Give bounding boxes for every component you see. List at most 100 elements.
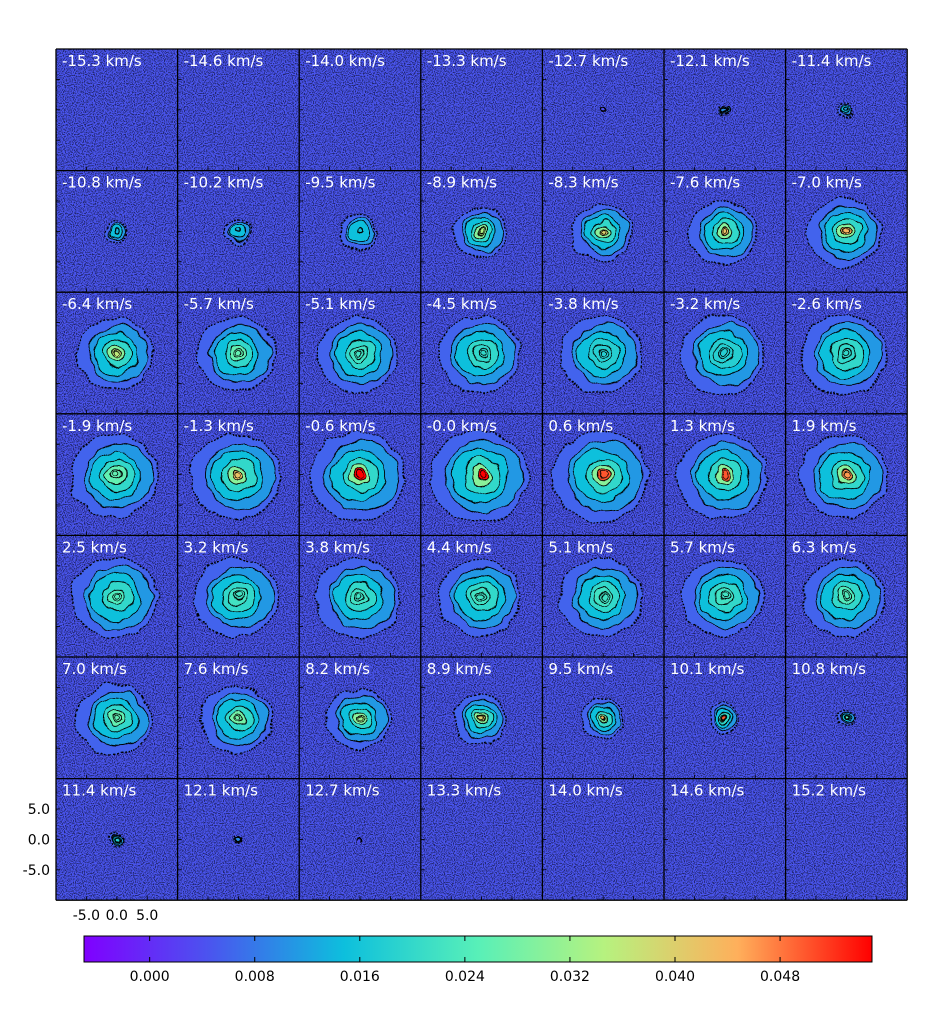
channel-panel: -12.7 km/s: [542, 49, 664, 171]
emission-blob: [190, 433, 282, 520]
channel-panels: -15.3 km/s -14.6 km/s -14.0 km/s -13.3 km/s…: [56, 49, 908, 901]
velocity-label: 12.1 km/s: [184, 782, 259, 800]
channel-panel: -11.4 km/s: [785, 49, 908, 171]
emission-peak: [235, 714, 242, 721]
emission-peak: [842, 471, 850, 479]
noise-speckle: [664, 778, 786, 901]
emission-peak: [600, 715, 606, 721]
emission-peak: [721, 592, 729, 600]
emission-peak: [842, 349, 850, 357]
channel-panel: 6.3 km/s: [785, 535, 908, 657]
velocity-label: -4.5 km/s: [427, 295, 497, 313]
colorbar-tick-label: 0.032: [550, 969, 590, 985]
velocity-label: -8.3 km/s: [548, 174, 618, 192]
emission-blob: [199, 684, 273, 754]
channel-panel: 12.7 km/s: [299, 778, 421, 901]
emission-peak: [114, 837, 120, 842]
channel-panel: 5.1 km/s: [542, 535, 664, 657]
emission-blob: [356, 836, 364, 843]
noise-speckle: [299, 49, 421, 171]
velocity-label: 9.5 km/s: [548, 660, 613, 678]
velocity-label: -10.8 km/s: [62, 174, 142, 192]
velocity-label: -14.0 km/s: [305, 52, 385, 70]
emission-blob: [233, 835, 243, 845]
emission-peak: [600, 107, 606, 113]
emission-peak: [722, 107, 728, 113]
velocity-label: 13.3 km/s: [427, 782, 502, 800]
emission-blob: [559, 558, 643, 637]
velocity-label: -0.0 km/s: [427, 417, 497, 435]
velocity-label: 12.7 km/s: [305, 782, 380, 800]
y-tick-label: 5.0: [28, 802, 50, 818]
emission-blob: [579, 697, 625, 740]
noise-speckle: [420, 778, 543, 901]
channel-panel: 2.5 km/s: [56, 535, 178, 657]
emission-peak: [357, 837, 363, 842]
emission-peak: [357, 228, 363, 234]
emission-peak: [113, 471, 121, 479]
channel-panel: 10.8 km/s: [785, 657, 908, 779]
emission-blob: [76, 318, 154, 391]
velocity-label: 11.4 km/s: [62, 782, 137, 800]
emission-blob: [437, 315, 521, 394]
channel-panel: -12.1 km/s: [664, 49, 786, 171]
channel-panel: -1.3 km/s: [177, 413, 300, 536]
emission-blob: [193, 557, 279, 638]
emission-blob: [688, 200, 758, 266]
emission-peak: [478, 592, 485, 600]
colorbar-gradient: [83, 935, 873, 963]
emission-peak: [844, 107, 849, 113]
channel-panel: 15.2 km/s: [785, 778, 908, 901]
channel-panel: 14.6 km/s: [664, 778, 786, 901]
colorbar: 0.000 0.008 0.016 0.024 0.032 0.040 0.048: [83, 935, 873, 985]
channel-panel: 7.0 km/s: [56, 657, 178, 779]
emission-blob: [314, 557, 401, 638]
emission-blob: [800, 313, 888, 396]
velocity-label: -7.6 km/s: [670, 174, 740, 192]
noise-speckle: [785, 778, 908, 901]
velocity-label: -1.9 km/s: [62, 417, 132, 435]
emission-peak: [477, 470, 486, 479]
emission-peak: [599, 470, 607, 479]
emission-peak: [479, 228, 485, 234]
velocity-label: 7.6 km/s: [184, 660, 249, 678]
velocity-label: -3.2 km/s: [670, 295, 740, 313]
channel-panel: -10.2 km/s: [177, 170, 300, 293]
emission-peak: [235, 349, 242, 357]
emission-peak: [844, 715, 849, 721]
velocity-label: -6.4 km/s: [62, 295, 132, 313]
axis-ticks: -5.0 0.0 5.0 5.0 0.0 -5.0: [23, 79, 878, 924]
emission-blob: [70, 556, 158, 639]
emission-blob: [452, 693, 508, 745]
channel-panel: -10.8 km/s: [56, 170, 178, 293]
channel-panel: 13.3 km/s: [420, 778, 543, 901]
emission-peak: [843, 592, 850, 600]
channel-panel: -5.1 km/s: [299, 292, 421, 414]
emission-peak: [721, 471, 729, 479]
emission-peak: [356, 349, 364, 357]
velocity-label: 5.7 km/s: [670, 538, 735, 556]
emission-blob: [835, 708, 856, 728]
emission-blob: [223, 218, 252, 246]
emission-peak: [113, 714, 120, 721]
velocity-label: 3.8 km/s: [305, 538, 370, 556]
emission-peak: [235, 228, 241, 234]
velocity-label: 14.0 km/s: [548, 782, 623, 800]
velocity-label: 1.3 km/s: [670, 417, 735, 435]
emission-peak: [113, 592, 121, 600]
emission-peak: [721, 349, 729, 357]
emission-blob: [802, 558, 886, 637]
velocity-label: -0.6 km/s: [305, 417, 375, 435]
emission-blob: [676, 433, 768, 520]
channel-panel: -13.3 km/s: [420, 49, 543, 171]
channel-panel: 1.9 km/s: [785, 413, 908, 536]
velocity-label: -15.3 km/s: [62, 52, 142, 70]
channel-panel: 1.3 km/s: [664, 413, 786, 536]
channel-panel: -2.6 km/s: [785, 292, 908, 414]
emission-blob: [325, 688, 391, 750]
channel-panel: -0.0 km/s: [420, 413, 543, 536]
channel-panel: -3.8 km/s: [542, 292, 664, 414]
y-tick-label: 0.0: [28, 832, 50, 848]
velocity-label: -1.3 km/s: [184, 417, 254, 435]
emission-blob: [452, 206, 508, 259]
